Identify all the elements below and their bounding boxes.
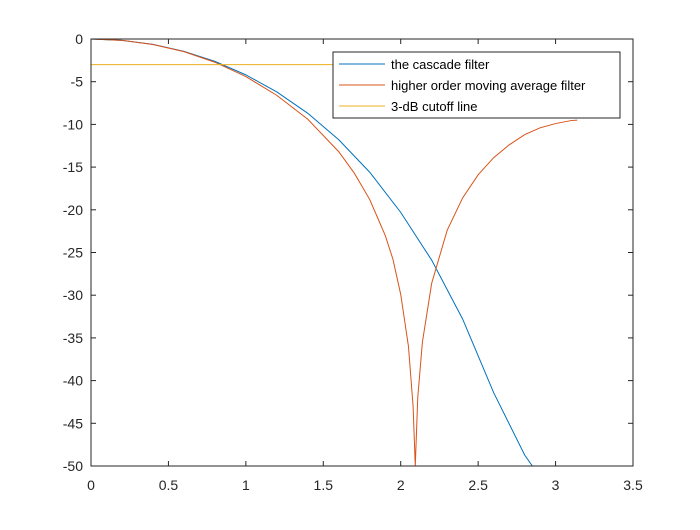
y-tick-label: -15 xyxy=(63,159,83,175)
legend-label-1: higher order moving average filter xyxy=(391,78,586,93)
legend-label-0: the cascade filter xyxy=(391,57,490,72)
y-tick-label: 0 xyxy=(75,31,83,47)
y-tick-label: -5 xyxy=(71,74,84,90)
y-tick-label: -40 xyxy=(63,373,83,389)
x-tick-label: 2.5 xyxy=(468,477,488,493)
legend: the cascade filter higher order moving av… xyxy=(332,51,621,119)
y-tick-label: -45 xyxy=(63,415,83,431)
y-tick-label: -20 xyxy=(63,202,83,218)
x-tick-label: 1.5 xyxy=(314,477,334,493)
legend-label-2: 3-dB cutoff line xyxy=(391,99,477,114)
x-tick-label: 3.5 xyxy=(623,477,643,493)
x-tick-label: 1 xyxy=(242,477,250,493)
y-tick-label: -25 xyxy=(63,245,83,261)
y-tick-label: -35 xyxy=(63,330,83,346)
y-tick-label: -10 xyxy=(63,116,83,132)
series-line-1 xyxy=(91,39,578,466)
y-tick-label: -50 xyxy=(63,458,83,474)
x-tick-label: 2 xyxy=(397,477,405,493)
x-tick-label: 0.5 xyxy=(159,477,179,493)
x-tick-label: 0 xyxy=(87,477,95,493)
x-tick-label: 3 xyxy=(552,477,560,493)
y-tick-label: -30 xyxy=(63,287,83,303)
axes-layer: 0 0.5 1 1.5 2 2.5 3 3.5 0 -5 -10 -15 -20 -25 -30 -35 -40… xyxy=(63,31,643,493)
